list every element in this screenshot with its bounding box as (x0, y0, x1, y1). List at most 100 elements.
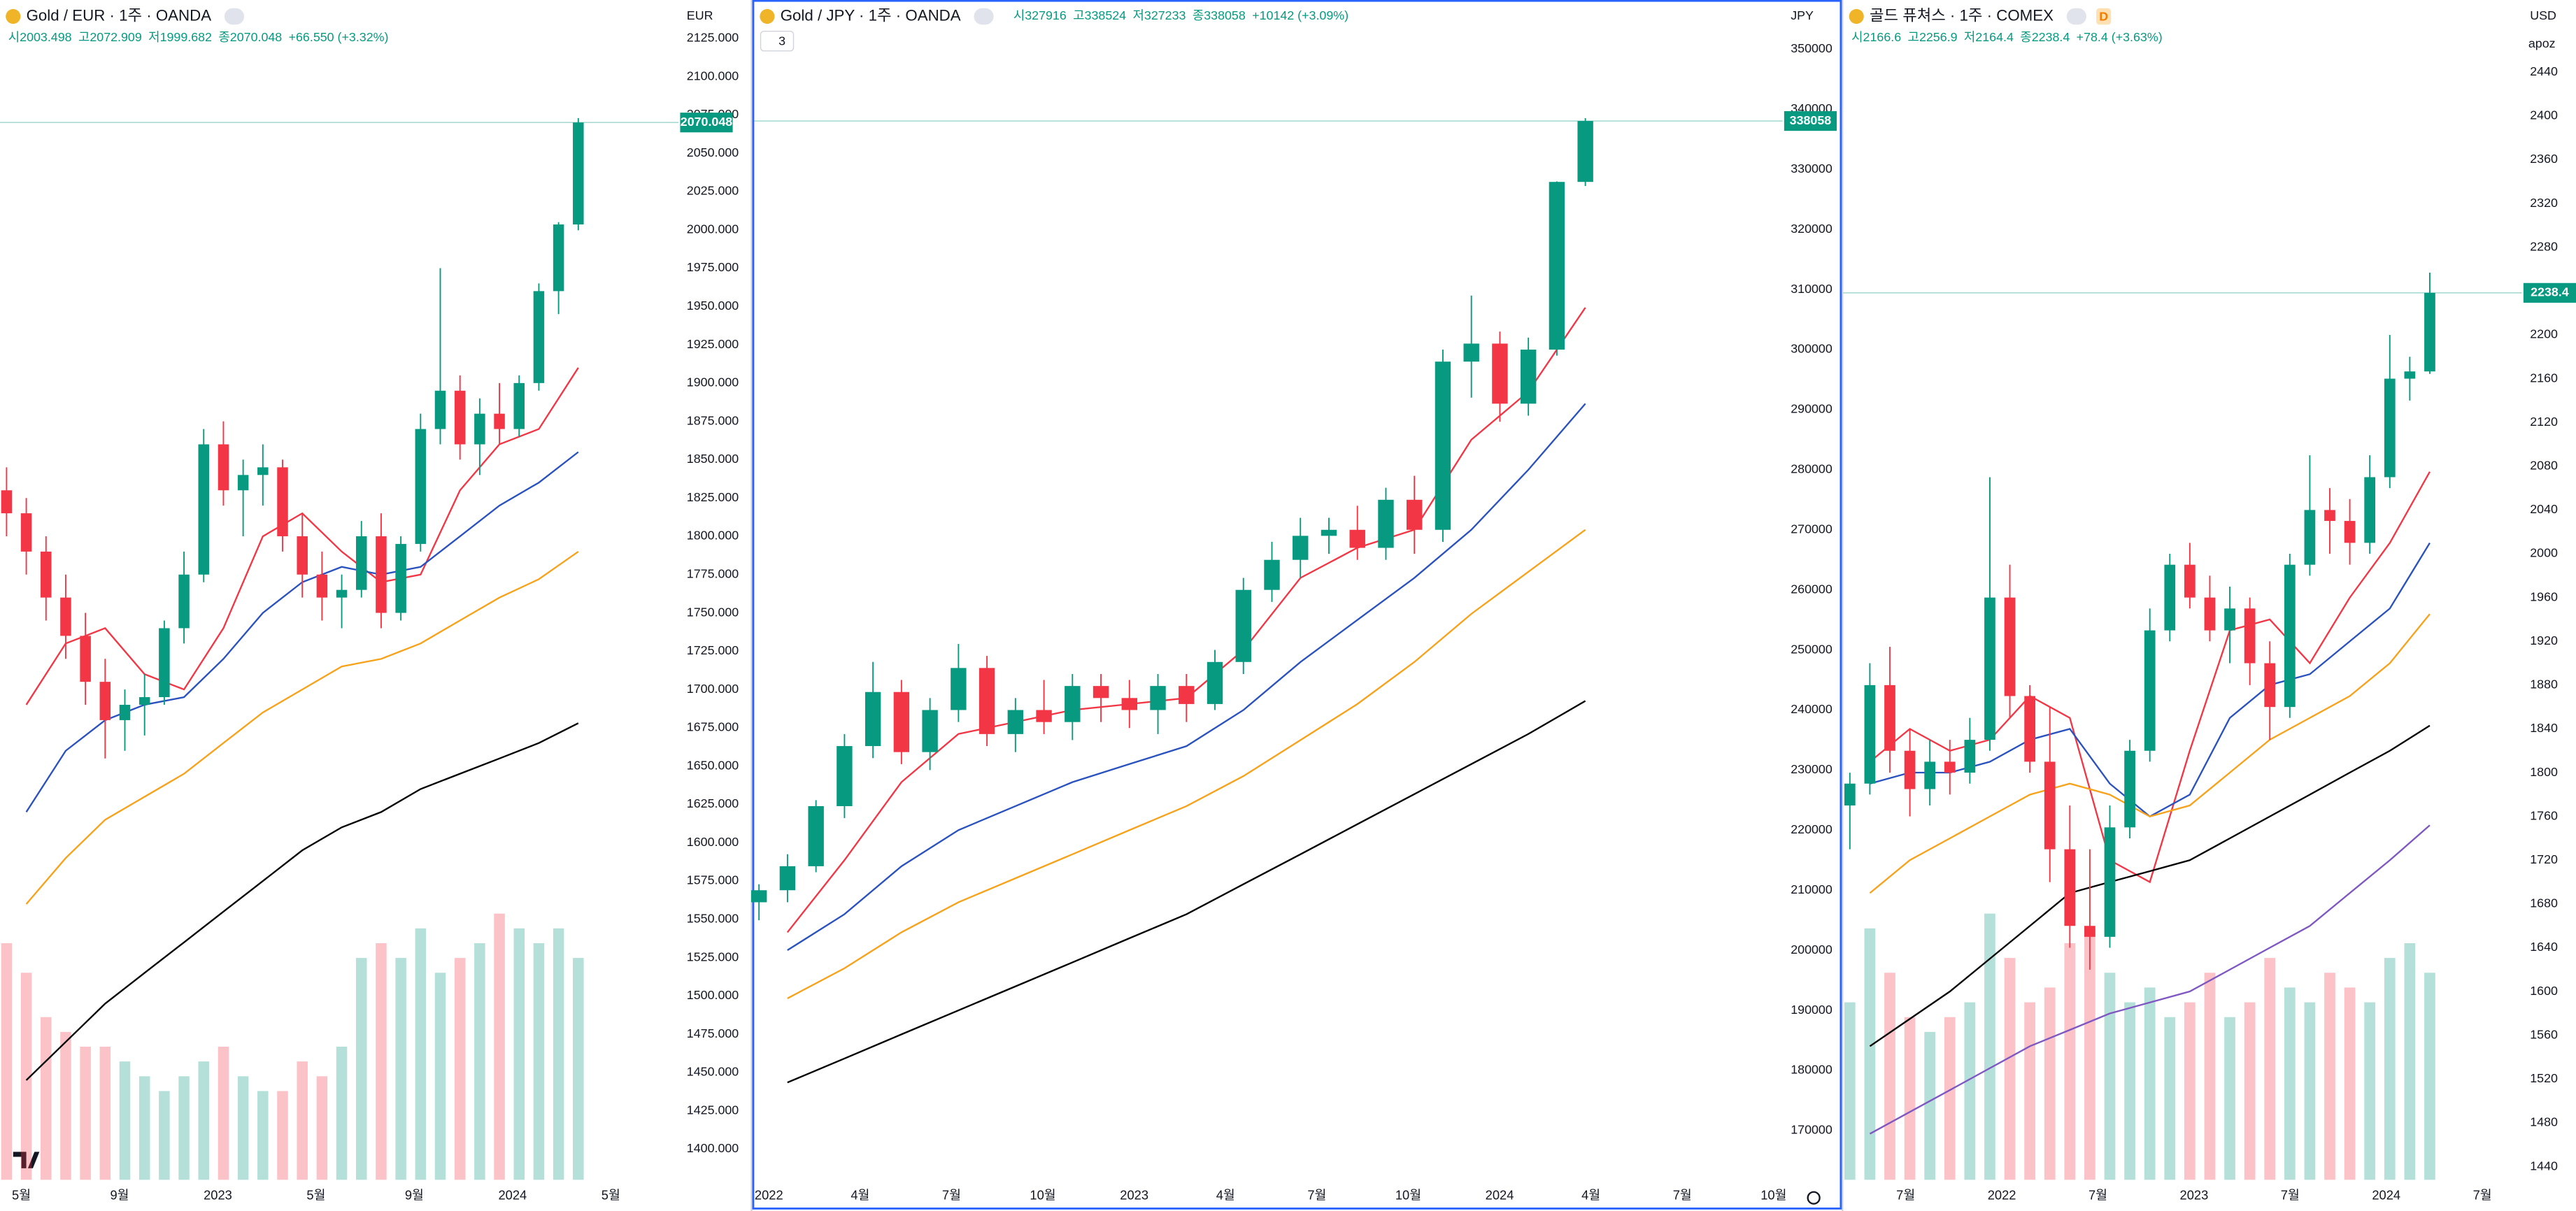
candle-body (2104, 827, 2116, 937)
y-tick-label: 250000 (1791, 642, 1833, 656)
volume-bar (277, 1091, 288, 1180)
badge: D (2099, 9, 2108, 23)
candle-body (1864, 685, 1876, 784)
x-tick-label: 10월 (1760, 1188, 1786, 1203)
toggle-pill[interactable] (2066, 8, 2086, 25)
y-tick-label: 2100.000 (687, 69, 739, 83)
tv-logo[interactable] (13, 1152, 40, 1168)
volume-bar (1, 943, 13, 1180)
y-tick-label: 1600 (2530, 984, 2558, 998)
candle-body (1520, 350, 1537, 404)
candle-body (2284, 564, 2296, 708)
candle-body (2144, 630, 2156, 751)
logo-shape[interactable] (13, 1152, 40, 1168)
collapse-button[interactable] (760, 30, 795, 52)
ohlc-value: 저1999.682 (148, 30, 212, 44)
y-tick-label: 2200 (2530, 327, 2558, 341)
y-tick-label: 2320 (2530, 196, 2558, 210)
volume-bar (99, 1046, 111, 1180)
y-tick-label: 1680 (2530, 896, 2558, 910)
collapse-count[interactable]: 3 (778, 34, 785, 48)
currency-button[interactable]: USD (2530, 8, 2556, 22)
y-tick-label: 1900.000 (687, 375, 739, 389)
y-tick-label: 290000 (1791, 402, 1833, 416)
currency-button[interactable]: EUR (687, 8, 713, 22)
candle-body (198, 444, 210, 575)
x-tick-label: 2024 (1486, 1188, 1514, 1203)
volume-bar (2084, 928, 2095, 1180)
volume-bar (2004, 958, 2016, 1180)
moving-average (25, 722, 579, 1081)
candle-body (1179, 686, 1195, 704)
candle-body (415, 429, 427, 544)
candle-body (951, 668, 967, 710)
x-tick-label: 7월 (942, 1188, 961, 1203)
toggle-pill[interactable] (224, 8, 245, 25)
candle-body (434, 390, 446, 429)
y-tick-label: 1480 (2530, 1115, 2558, 1129)
symbol-icon (6, 8, 21, 24)
volume-bar (573, 958, 584, 1180)
toggle-pill[interactable] (974, 8, 994, 25)
symbol-title[interactable]: Gold / JPY · 1주 · OANDA (781, 6, 961, 24)
x-tick-label: 10월 (1030, 1188, 1055, 1203)
volume-bar (178, 1076, 190, 1180)
candle-body (395, 543, 406, 613)
volume-bar (2244, 1002, 2256, 1180)
volume-bar (237, 1076, 249, 1180)
y-tick-label: 2400 (2530, 108, 2558, 122)
candle-body (2024, 696, 2035, 762)
volume-bar (257, 1091, 269, 1180)
symbol-title[interactable]: Gold / EUR · 1주 · OANDA (27, 6, 212, 24)
candle-body (297, 536, 308, 575)
candle-body (1492, 343, 1508, 404)
y-tick-label: 1625.000 (687, 796, 739, 810)
y-tick-label: 1950.000 (687, 299, 739, 313)
candle-body (808, 805, 824, 866)
candle-body (454, 390, 466, 445)
gear-icon[interactable] (1807, 1191, 1821, 1205)
y-tick-label: 1800.000 (687, 529, 739, 543)
volume-bar (2024, 1002, 2035, 1180)
y-tick-label: 1550.000 (687, 912, 739, 926)
y-tick-label: 1525.000 (687, 950, 739, 963)
volume-bar (395, 958, 406, 1180)
x-tick-label: 2022 (1988, 1188, 2016, 1203)
candle-body (474, 413, 485, 445)
y-tick-label: 2050.000 (687, 145, 739, 159)
volume-bar (533, 943, 545, 1180)
candle-body (979, 668, 995, 734)
candle-body (355, 536, 367, 590)
x-tick-label: 2023 (2180, 1188, 2209, 1203)
candle-body (779, 866, 796, 891)
volume-bar (2424, 973, 2435, 1180)
y-tick-label: 1825.000 (687, 490, 739, 504)
candle-body (1378, 499, 1394, 548)
candle-body (2244, 608, 2256, 664)
y-tick-label: 2360 (2530, 152, 2558, 166)
volume-bar (1884, 973, 1895, 1180)
candle-body (178, 574, 190, 629)
candle-body (2004, 597, 2016, 696)
y-tick-label: 200000 (1791, 943, 1833, 956)
candle-body (893, 692, 910, 752)
symbol-title[interactable]: 골드 퓨쳐스 · 1주 · COMEX (1870, 6, 2054, 24)
volume-bar (474, 943, 485, 1180)
volume-bar (1864, 928, 1876, 1180)
axis-mode[interactable]: apoz (2528, 36, 2556, 50)
candle-body (277, 467, 288, 536)
candle-body (1093, 686, 1109, 698)
volume-bar (138, 1076, 150, 1180)
candle-body (138, 697, 150, 705)
y-tick-label: 220000 (1791, 822, 1833, 836)
volume-bar (20, 973, 32, 1180)
volume-bar (513, 928, 525, 1180)
currency-button[interactable]: JPY (1791, 8, 1814, 22)
candle-body (553, 224, 564, 292)
candle-body (1984, 597, 1995, 740)
y-tick-label: 1560 (2530, 1027, 2558, 1041)
candle-body (376, 536, 387, 613)
volume-bar (2064, 943, 2076, 1180)
price-label-box (1784, 110, 1837, 131)
settings-button[interactable] (1807, 1191, 1821, 1205)
